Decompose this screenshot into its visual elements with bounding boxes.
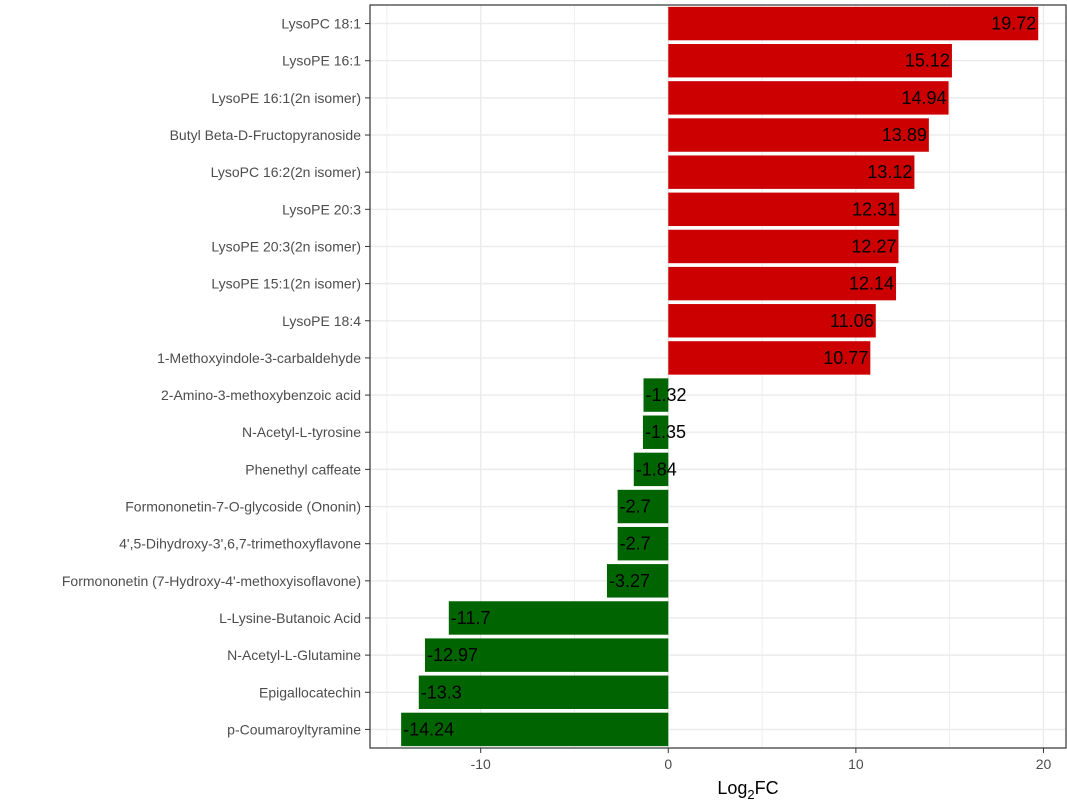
category-label: Butyl Beta-D-Fructopyranoside: [170, 127, 362, 143]
category-labels: LysoPC 18:1 LysoPE 16:1 LysoPE 16:1(2n iso…: [62, 16, 370, 737]
x-axis-title-suffix: FC: [755, 778, 779, 798]
bar-value-label: -2.7: [620, 497, 651, 517]
category-label: LysoPE 16:1: [282, 53, 361, 69]
category-label: LysoPC 16:2(2n isomer): [211, 164, 361, 180]
bar-value-label: -2.7: [620, 534, 651, 554]
panel-background: [370, 5, 1066, 748]
bar-value-label: 13.89: [882, 125, 927, 145]
grid-lines: [370, 5, 1066, 748]
bar-value-label: 15.12: [905, 51, 950, 71]
bar: [668, 266, 897, 301]
category-label: N-Acetyl-L-tyrosine: [242, 424, 361, 440]
bar-value-label: 10.77: [823, 348, 868, 368]
bar-value-label: 13.12: [867, 162, 912, 182]
x-tick-label: -10: [471, 756, 491, 772]
category-label: LysoPE 15:1(2n isomer): [211, 276, 361, 292]
category-label: L-Lysine-Butanoic Acid: [219, 610, 361, 626]
bar-value-label: -1.35: [645, 422, 686, 442]
panel-border: [369, 4, 1067, 749]
category-label: LysoPE 20:3(2n isomer): [211, 238, 361, 254]
bar: [642, 415, 669, 449]
bar: [668, 341, 871, 375]
bar: [633, 452, 669, 487]
bar: [606, 564, 669, 598]
bar: [668, 229, 899, 264]
bar-value-label: -14.24: [403, 719, 454, 739]
bar-value-label: 19.72: [991, 14, 1036, 34]
bar: [617, 489, 669, 524]
bar-value-label: 12.27: [851, 236, 896, 256]
bars: [401, 6, 1039, 747]
bar-value-label: -13.3: [421, 682, 462, 702]
x-tick-label: 20: [1036, 756, 1052, 772]
category-label: Formononetin (7-Hydroxy-4'-methoxyisofla…: [62, 573, 361, 589]
category-label: Phenethyl caffeate: [245, 461, 361, 477]
bar-value-label: -1.84: [636, 459, 677, 479]
category-label: LysoPE 16:1(2n isomer): [211, 90, 361, 106]
category-label: LysoPC 18:1: [281, 16, 361, 32]
bar: [418, 675, 669, 709]
category-label: 4',5-Dihydroxy-3',6,7-trimethoxyflavone: [119, 536, 361, 552]
bar-value-label: 12.14: [849, 274, 894, 294]
bar: [668, 81, 949, 115]
bar: [617, 526, 669, 561]
bar: [668, 118, 929, 152]
category-label: N-Acetyl-L-Glutamine: [227, 647, 361, 663]
category-label: 1-Methoxyindole-3-carbaldehyde: [157, 350, 361, 366]
bar-value-label: 12.31: [852, 199, 897, 219]
bar: [668, 192, 900, 227]
category-label: LysoPE 20:3: [282, 201, 361, 217]
x-tick-label: 10: [848, 756, 864, 772]
value-labels: 19.72 15.12 14.94 13.89 13.12 12.31 12.27 12.14…: [403, 14, 1036, 740]
x-tick-label: 0: [664, 756, 672, 772]
bar: [643, 378, 669, 412]
category-label: p-Coumaroyltyramine: [227, 721, 361, 737]
bar: [668, 44, 952, 78]
bar: [668, 304, 876, 338]
category-label: Epigallocatechin: [259, 684, 361, 700]
bar: [424, 638, 669, 672]
x-axis-title-main: Log: [717, 778, 747, 798]
x-axis-title: Log2FC: [717, 778, 778, 802]
bar-value-label: 14.94: [902, 88, 947, 108]
bar: [668, 155, 915, 189]
bar-value-label: -12.97: [427, 645, 478, 665]
bar-value-label: 11.06: [830, 311, 874, 331]
bar-value-label: -1.32: [646, 385, 687, 405]
bar-value-label: -11.7: [451, 608, 491, 628]
bar: [448, 601, 669, 635]
bar: [401, 712, 669, 747]
bar: [668, 6, 1039, 41]
category-label: LysoPE 18:4: [282, 313, 361, 329]
x-axis-ticks: -10 0 10 20: [471, 748, 1052, 772]
category-label: 2-Amino-3-methoxybenzoic acid: [161, 387, 361, 403]
category-label: Formononetin-7-O-glycoside (Ononin): [125, 499, 361, 515]
bar-value-label: -3.27: [609, 571, 650, 591]
x-axis-title-subscript: 2: [747, 787, 754, 802]
